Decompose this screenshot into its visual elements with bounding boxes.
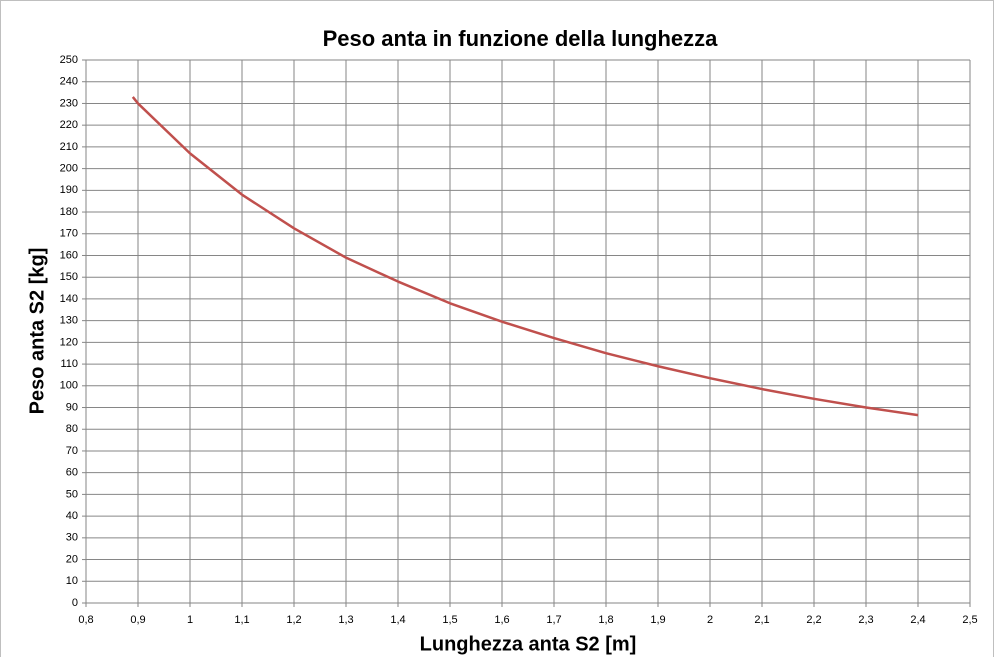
y-tick-label: 20: [66, 553, 78, 565]
y-tick-label: 10: [66, 575, 78, 587]
x-tick-label: 2,2: [806, 614, 821, 626]
x-tick-label: 2,5: [962, 614, 977, 626]
x-tick-label: 1,1: [234, 614, 249, 626]
y-tick-label: 90: [66, 401, 78, 413]
y-tick-label: 250: [60, 54, 78, 66]
x-tick-label: 1,2: [286, 614, 301, 626]
y-tick-label: 240: [60, 76, 78, 88]
y-tick-label: 100: [60, 380, 78, 392]
data-line: [131, 96, 919, 417]
x-tick-label: 1,7: [546, 614, 561, 626]
x-tick-label: 1,9: [650, 614, 665, 626]
y-tick-label: 50: [66, 488, 78, 500]
y-tick-label: 140: [60, 293, 78, 305]
x-tick-label: 2: [707, 614, 713, 626]
y-tick-label: 130: [60, 315, 78, 327]
x-tick-label: 1,4: [390, 614, 405, 626]
x-tick-label: 2,3: [858, 614, 873, 626]
x-axis-label: Lunghezza anta S2 [m]: [420, 633, 637, 655]
x-tick-label: 1,5: [442, 614, 457, 626]
x-tick-label: 1: [187, 614, 193, 626]
y-tick-label: 80: [66, 423, 78, 435]
y-tick-label: 160: [60, 249, 78, 261]
y-tick-label: 230: [60, 97, 78, 109]
y-tick-label: 200: [60, 163, 78, 175]
x-tick-label: 1,3: [338, 614, 353, 626]
y-axis-label: Peso anta S2 [kg]: [26, 248, 48, 415]
y-tick-label: 180: [60, 206, 78, 218]
y-tick-label: 40: [66, 510, 78, 522]
y-tick-label: 120: [60, 336, 78, 348]
y-tick-label: 30: [66, 532, 78, 544]
y-tick-label: 210: [60, 141, 78, 153]
x-tick-label: 0,9: [130, 614, 145, 626]
y-tick-label: 110: [60, 358, 78, 370]
x-tick-label: 2,1: [754, 614, 769, 626]
y-tick-label: 150: [60, 271, 78, 283]
x-tick-label: 0,8: [78, 614, 93, 626]
chart-title: Peso anta in funzione della lunghezza: [323, 26, 719, 51]
x-tick-label: 2,4: [910, 614, 925, 626]
x-tick-label: 1,8: [598, 614, 613, 626]
y-tick-label: 70: [66, 445, 78, 457]
x-tick-label: 1,6: [494, 614, 509, 626]
y-tick-label: 220: [60, 119, 78, 131]
y-tick-label: 60: [66, 467, 78, 479]
y-tick-label: 190: [60, 184, 78, 196]
y-tick-label: 170: [60, 228, 78, 240]
y-tick-label: 0: [72, 597, 78, 609]
